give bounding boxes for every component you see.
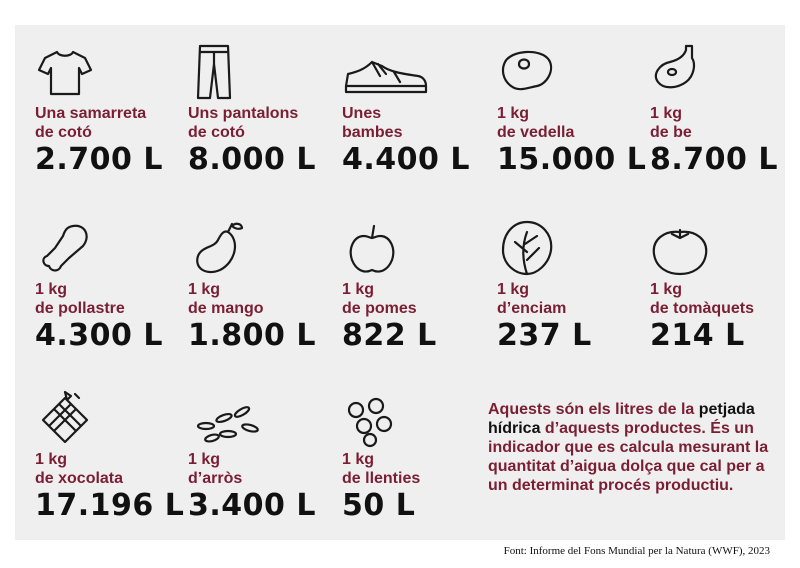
- item-label-line2: de xocolata: [35, 470, 124, 487]
- item-label-line1: 1 kg: [650, 105, 683, 122]
- item-label-line1: Unes: [342, 105, 382, 122]
- note-text-part1: Aquests són els litres de la: [488, 401, 699, 418]
- item-value: 1.800 L: [188, 318, 316, 353]
- item-label-line1: 1 kg: [35, 451, 68, 468]
- item-value: 17.196 L: [35, 488, 185, 523]
- lettuce-icon: [497, 218, 557, 278]
- steak-icon: [497, 42, 557, 102]
- item-label-line1: 1 kg: [650, 281, 683, 298]
- item-label-line2: d’arròs: [188, 470, 243, 487]
- item-label-line2: de pomes: [342, 300, 417, 317]
- item-label-line2: de be: [650, 124, 692, 141]
- item-label-line2: de llenties: [342, 470, 421, 487]
- item-label-line1: 1 kg: [497, 105, 530, 122]
- item-label-line1: Una samarreta: [35, 105, 147, 122]
- t-shirt-icon: [35, 42, 95, 102]
- water-footprint-note: Aquests són els litres de la petjada híd…: [488, 400, 778, 495]
- item-label-line2: d’enciam: [497, 300, 567, 317]
- item-value: 214 L: [650, 318, 745, 353]
- item-value: 4.400 L: [342, 142, 470, 177]
- rice-icon: [188, 388, 268, 448]
- item-value: 15.000 L: [497, 142, 647, 177]
- item-t-shirt: Una samarreta de cotó 2.700 L: [35, 42, 185, 202]
- item-label-line1: 1 kg: [342, 281, 375, 298]
- item-value: 237 L: [497, 318, 592, 353]
- item-label-line1: 1 kg: [188, 281, 221, 298]
- item-tomatoes: 1 kg de tomàquets 214 L: [650, 218, 800, 378]
- item-chocolate: 1 kg de xocolata 17.196 L: [35, 388, 185, 548]
- item-label-line1: 1 kg: [342, 451, 375, 468]
- source-credit: Font: Informe del Fons Mundial per la Na…: [503, 545, 770, 557]
- item-mango: 1 kg de mango 1.800 L: [188, 218, 338, 378]
- item-label-line2: de vedella: [497, 124, 575, 141]
- item-value: 822 L: [342, 318, 437, 353]
- item-label-line2: de cotó: [35, 124, 92, 141]
- item-rice: 1 kg d’arròs 3.400 L: [188, 388, 338, 548]
- item-label-line2: de tomàquets: [650, 300, 755, 317]
- note-text-part2: d’aquests productes. És un indicador que…: [488, 420, 769, 494]
- item-lettuce: 1 kg d’enciam 237 L: [497, 218, 647, 378]
- item-value: 8.000 L: [188, 142, 316, 177]
- item-apples: 1 kg de pomes 822 L: [342, 218, 492, 378]
- item-label-line1: 1 kg: [35, 281, 68, 298]
- item-value: 3.400 L: [188, 488, 316, 523]
- item-value: 50 L: [342, 488, 416, 523]
- trousers-icon: [188, 42, 248, 102]
- item-label-line2: de mango: [188, 300, 264, 317]
- infographic-panel: [15, 25, 785, 540]
- item-value: 2.700 L: [35, 142, 163, 177]
- item-label-line2: de pollastre: [35, 300, 125, 317]
- item-chicken: 1 kg de pollastre 4.300 L: [35, 218, 185, 378]
- item-label-line2: de cotó: [188, 124, 245, 141]
- item-label-line1: 1 kg: [497, 281, 530, 298]
- lamb-chop-icon: [650, 42, 710, 102]
- item-label-line1: 1 kg: [188, 451, 221, 468]
- item-trousers: Uns pantalons de cotó 8.000 L: [188, 42, 338, 202]
- item-label-line1: Uns pantalons: [188, 105, 299, 122]
- apple-icon: [342, 218, 402, 278]
- item-lamb: 1 kg de be 8.700 L: [650, 42, 800, 202]
- chocolate-icon: [35, 388, 95, 448]
- item-beef: 1 kg de vedella 15.000 L: [497, 42, 647, 202]
- note-emphasis: petjada hídrica: [488, 401, 755, 437]
- item-label-line2: bambes: [342, 124, 403, 141]
- chicken-leg-icon: [35, 218, 95, 278]
- item-value: 4.300 L: [35, 318, 163, 353]
- item-value: 8.700 L: [650, 142, 778, 177]
- item-lentils: 1 kg de llenties 50 L: [342, 388, 492, 548]
- item-sneakers: Unes bambes 4.400 L: [342, 42, 492, 202]
- mango-icon: [188, 218, 248, 278]
- lentils-icon: [342, 388, 402, 448]
- sneaker-icon: [342, 42, 432, 102]
- tomato-icon: [650, 218, 710, 278]
